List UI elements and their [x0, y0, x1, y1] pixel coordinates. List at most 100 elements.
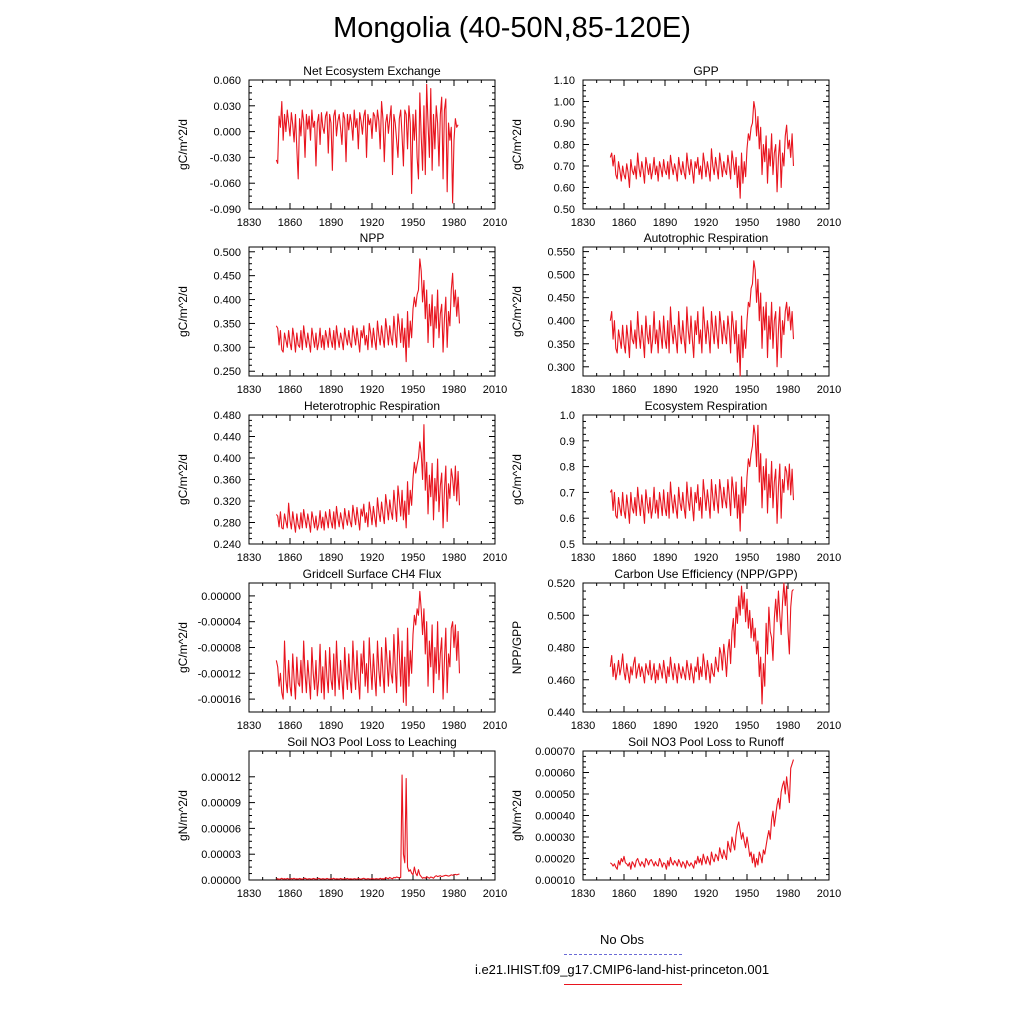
- panel-0: Net Ecosystem Exchange gC/m^2/d 1830 1860 18…: [176, 64, 507, 229]
- x-tick-label: 1890: [653, 217, 677, 229]
- x-tick-label: 1920: [694, 552, 718, 564]
- panel-title: Autotrophic Respiration: [644, 231, 769, 245]
- y-axis-label: gN/m^2/d: [510, 790, 524, 841]
- y-tick-label: 0.030: [213, 101, 241, 113]
- y-tick-label: 0.00003: [201, 849, 241, 861]
- x-tick-label: 1860: [278, 217, 302, 229]
- y-tick-label: -0.060: [210, 178, 241, 190]
- panel-title: Heterotrophic Respiration: [304, 399, 440, 413]
- y-tick-label: 0.00030: [535, 832, 575, 844]
- x-tick-label: 1950: [735, 552, 759, 564]
- x-tick-label: 1890: [319, 384, 343, 396]
- y-tick-label: -0.030: [210, 152, 241, 164]
- panel-title: GPP: [693, 64, 718, 78]
- x-tick-label: 1950: [735, 888, 759, 900]
- y-axis-label: gN/m^2/d: [176, 790, 190, 841]
- y-axis-label: gC/m^2/d: [176, 622, 190, 673]
- panel-8: Soil NO3 Pool Loss to Leaching gN/m^2/d 18…: [176, 735, 507, 900]
- x-tick-label: 1920: [360, 217, 384, 229]
- y-axis-label: NPP/GPP: [510, 621, 524, 674]
- x-tick-label: 1830: [571, 720, 595, 732]
- x-tick-label: 1830: [237, 552, 261, 564]
- panel-1: GPP gC/m^2/d 1830 1860 1890 1920 1950 1980 2010 0…: [510, 64, 841, 229]
- y-tick-label: 0.060: [213, 75, 241, 87]
- x-tick-label: 1890: [653, 384, 677, 396]
- y-tick-label: 0.450: [547, 293, 575, 305]
- series-line: [275, 83, 459, 204]
- x-tick-label: 1950: [401, 552, 425, 564]
- y-tick-label: 0.00050: [535, 789, 575, 801]
- panel-title: Net Ecosystem Exchange: [303, 64, 441, 78]
- x-tick-label: 1950: [401, 384, 425, 396]
- figure-title: Mongolia (40-50N,85-120E): [333, 12, 691, 44]
- y-tick-label: 1.10: [554, 75, 575, 87]
- y-tick-label: 0.6: [560, 513, 575, 525]
- y-tick-label: 0.440: [547, 707, 575, 719]
- panel-title: Ecosystem Respiration: [645, 399, 768, 413]
- x-tick-label: 1860: [612, 888, 636, 900]
- x-tick-label: 2010: [483, 384, 507, 396]
- x-tick-label: 1980: [776, 217, 800, 229]
- y-tick-label: 0.480: [213, 410, 241, 422]
- y-tick-label: 0.00020: [535, 854, 575, 866]
- x-tick-label: 1860: [612, 720, 636, 732]
- y-tick-label: 0.280: [213, 518, 241, 530]
- y-tick-label: 0.500: [547, 610, 575, 622]
- y-axis-label: gC/m^2/d: [510, 454, 524, 505]
- series-line: [609, 100, 795, 199]
- legend-obs-label: No Obs: [599, 932, 645, 947]
- x-tick-label: 1830: [571, 217, 595, 229]
- x-tick-label: 1830: [571, 888, 595, 900]
- y-tick-label: 0.70: [554, 161, 575, 173]
- x-tick-label: 1920: [694, 720, 718, 732]
- y-tick-label: 0.550: [547, 247, 575, 259]
- x-tick-label: 1950: [735, 384, 759, 396]
- x-tick-label: 1860: [612, 217, 636, 229]
- x-tick-label: 1980: [776, 384, 800, 396]
- panel-6: Gridcell Surface CH4 Flux gC/m^2/d 1830 186…: [176, 567, 507, 732]
- y-tick-label: 0.400: [213, 453, 241, 465]
- x-tick-label: 1890: [319, 217, 343, 229]
- x-tick-label: 1980: [776, 552, 800, 564]
- panel-title: NPP: [360, 231, 385, 245]
- series-line: [609, 260, 795, 377]
- y-tick-label: 0.00070: [535, 746, 575, 758]
- y-tick-label: -0.00004: [198, 617, 241, 629]
- y-tick-label: 0.00009: [201, 798, 241, 810]
- panel-9: Soil NO3 Pool Loss to Runoff gN/m^2/d 1830…: [510, 735, 841, 900]
- x-tick-label: 1980: [442, 552, 466, 564]
- legend: No Obs i.e21.IHIST.f09_g17.CMIP6-land-hi…: [0, 926, 1024, 1016]
- y-axis-label: gC/m^2/d: [176, 286, 190, 337]
- x-tick-label: 1860: [278, 720, 302, 732]
- x-tick-label: 1920: [694, 217, 718, 229]
- x-tick-label: 1920: [694, 384, 718, 396]
- y-tick-label: 0.000: [213, 127, 241, 139]
- x-tick-label: 1860: [278, 384, 302, 396]
- plot-frame: [582, 582, 830, 713]
- x-tick-label: 2010: [483, 720, 507, 732]
- y-tick-label: 0.300: [547, 362, 575, 374]
- legend-model-line: [564, 984, 682, 985]
- panel-title: Carbon Use Efficiency (NPP/GPP): [614, 567, 797, 581]
- y-tick-label: 0.440: [213, 432, 241, 444]
- series-line: [609, 582, 794, 705]
- y-tick-label: 0.60: [554, 183, 575, 195]
- x-tick-label: 1980: [442, 720, 466, 732]
- y-tick-label: 0.50: [554, 204, 575, 216]
- x-tick-label: 1890: [653, 888, 677, 900]
- series-line: [275, 590, 461, 707]
- y-tick-label: 0.250: [213, 366, 241, 378]
- y-tick-label: 0.00012: [201, 772, 241, 784]
- panel-4: Heterotrophic Respiration gC/m^2/d 1830 186…: [176, 399, 507, 564]
- y-tick-label: 0.400: [547, 316, 575, 328]
- x-tick-label: 1920: [360, 552, 384, 564]
- y-tick-label: 0.00000: [201, 875, 241, 887]
- x-tick-label: 1890: [319, 888, 343, 900]
- x-tick-label: 1980: [776, 888, 800, 900]
- y-tick-label: 0.480: [547, 643, 575, 655]
- x-tick-label: 1830: [237, 720, 261, 732]
- y-tick-label: 0.450: [213, 271, 241, 283]
- y-tick-label: 0.520: [547, 578, 575, 590]
- x-tick-label: 1920: [360, 888, 384, 900]
- x-tick-label: 1830: [571, 552, 595, 564]
